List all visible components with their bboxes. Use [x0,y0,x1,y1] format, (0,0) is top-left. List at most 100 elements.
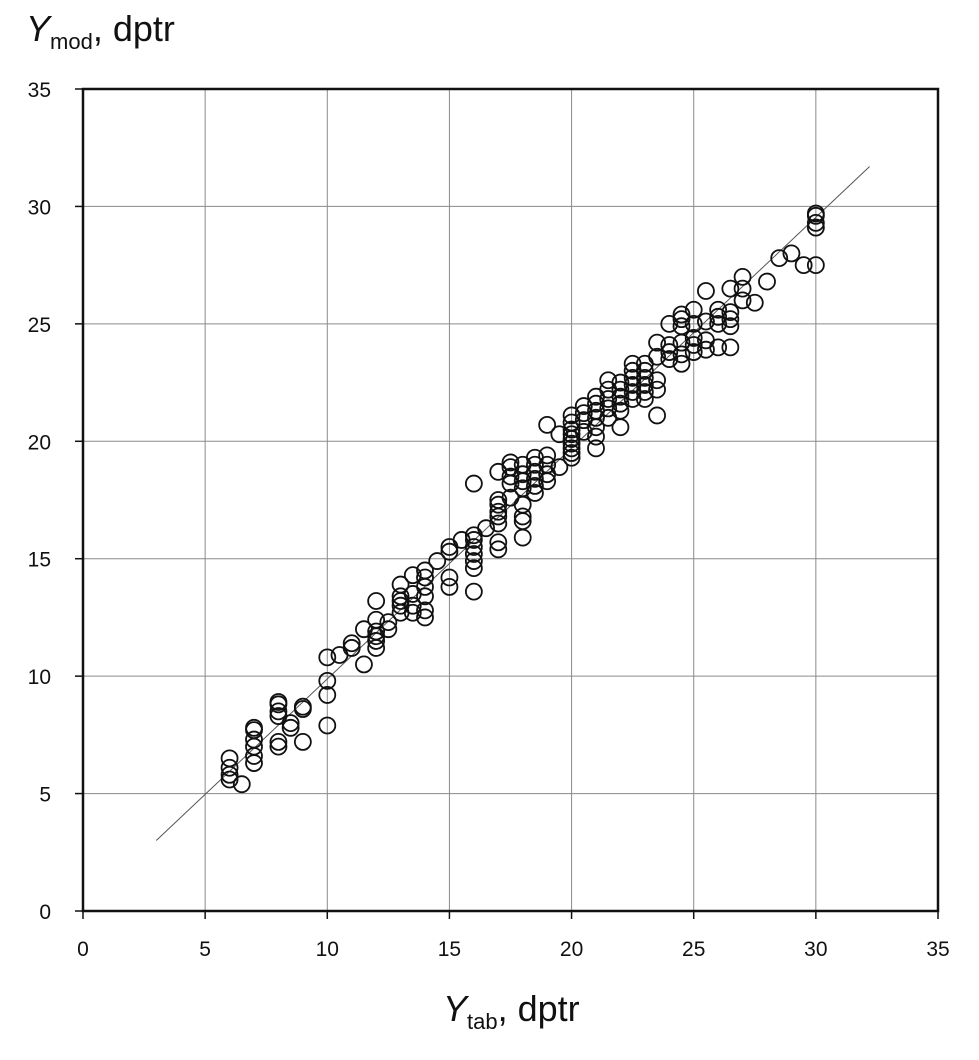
data-point [367,632,386,650]
data-point [758,272,776,291]
data-point [562,425,581,444]
data-point [562,439,581,458]
data-point [269,702,288,721]
data-point [367,592,386,610]
data-point [660,336,679,354]
data-point [477,519,495,538]
data-point [538,415,557,434]
data-point [379,613,398,632]
data-point [550,425,569,444]
data-point [587,408,605,427]
y-tick-label: 10 [28,666,51,689]
data-point [269,737,288,756]
data-point [709,338,728,357]
data-point [330,646,349,664]
data-point [684,314,703,333]
y-tick-label: 35 [28,79,51,102]
data-point [574,404,593,423]
data-point [635,361,654,380]
data-point [611,380,630,399]
data-point [684,336,703,354]
data-point [245,737,263,756]
data-point [526,455,544,474]
data-point [501,467,520,486]
y-tick-label: 0 [39,901,51,924]
x-tick-label: 25 [682,938,705,961]
y-axis-label: Ymod, dptr [26,8,175,55]
data-point [391,587,410,606]
data-point [342,639,361,657]
data-point [770,249,789,267]
data-point [562,413,581,432]
data-point [648,371,666,390]
plot-frame [81,87,940,913]
data-point [697,312,715,331]
data-point [721,310,740,329]
data-point [464,538,483,556]
x-tick-label: 0 [77,938,89,961]
data-point [733,267,752,286]
data-point [416,587,434,606]
y-tick-label: 30 [28,196,51,219]
data-point [672,345,691,364]
data-point [806,204,825,223]
data-point [562,406,581,425]
data-point [660,350,679,368]
data-point [611,373,630,392]
data-point [489,491,508,509]
data-point [684,300,703,319]
y-axis-label-variable: Y [26,8,51,49]
data-point [562,448,581,467]
data-point [318,671,337,690]
data-point [721,317,740,336]
data-point [599,371,618,390]
data-point [440,577,459,596]
data-point [587,394,605,413]
data-point [538,455,557,474]
data-point [648,333,666,352]
data-point [513,507,532,526]
data-point [416,601,434,620]
x-tick-label: 15 [438,938,461,961]
data-point [745,293,764,312]
data-point [721,338,740,357]
data-point [672,310,691,329]
x-tick-label: 20 [560,938,583,961]
data-point [416,568,434,587]
data-point [538,446,557,465]
data-point [342,634,361,653]
data-point [293,697,312,716]
data-point [379,620,398,639]
data-point [281,714,300,733]
data-point [635,383,654,401]
x-tick-label: 5 [199,938,211,961]
data-point [464,531,483,549]
data-point [513,465,532,484]
data-point [806,213,825,232]
data-point [587,439,605,458]
data-point [733,279,752,298]
data-point [281,718,300,737]
data-point [672,317,691,336]
data-point [269,733,288,751]
data-point [550,458,569,477]
data-point [574,397,593,415]
data-point [489,462,508,481]
data-point [355,655,373,674]
data-point [648,406,666,425]
data-point [367,622,386,641]
data-point [611,401,630,420]
data-point [660,314,679,333]
data-point [611,394,630,413]
x-tick-label: 30 [804,938,827,961]
data-point [709,300,728,319]
data-point [587,427,605,446]
data-point [635,368,654,387]
x-tick-label: 10 [316,938,339,961]
data-point [648,380,666,399]
data-point [440,542,459,561]
data-point [245,718,263,737]
data-point [672,354,691,373]
data-point [611,418,630,437]
